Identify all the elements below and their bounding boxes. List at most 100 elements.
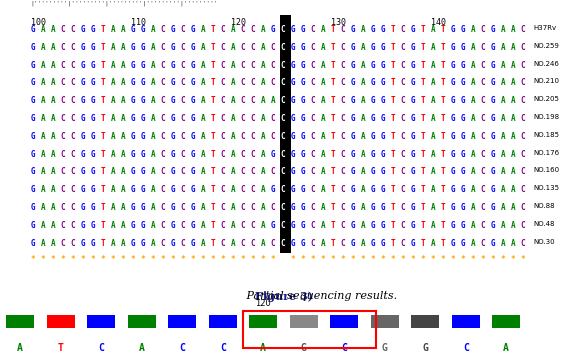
Text: T: T [391, 43, 395, 52]
Text: A: A [321, 25, 325, 34]
Text: A: A [361, 96, 365, 105]
Text: G: G [171, 96, 175, 105]
Text: C: C [251, 114, 255, 123]
Text: A: A [361, 61, 365, 69]
Text: G: G [411, 239, 416, 247]
Text: A: A [261, 96, 265, 105]
Text: C: C [401, 78, 405, 87]
Text: G: G [270, 185, 276, 194]
Text: C: C [341, 61, 345, 69]
Text: T: T [101, 203, 105, 212]
Text: G: G [491, 185, 496, 194]
Text: A: A [501, 150, 505, 159]
Text: *: * [111, 255, 115, 264]
Text: A: A [511, 43, 515, 52]
Text: T: T [101, 25, 105, 34]
Text: G: G [130, 25, 136, 34]
Text: A: A [511, 25, 515, 34]
Text: C: C [270, 203, 276, 212]
Text: A: A [321, 78, 325, 87]
Text: G: G [130, 221, 136, 230]
Text: NO.48: NO.48 [534, 221, 555, 227]
Text: G: G [301, 203, 306, 212]
Text: G: G [171, 203, 175, 212]
Text: *: * [241, 255, 246, 264]
Text: A: A [121, 61, 125, 69]
Text: C: C [481, 114, 485, 123]
Text: A: A [41, 150, 45, 159]
Text: C: C [160, 43, 166, 52]
Text: A: A [41, 221, 45, 230]
Text: A: A [41, 61, 45, 69]
Text: G: G [291, 150, 295, 159]
Text: G: G [411, 185, 416, 194]
Text: *: * [431, 255, 435, 264]
Text: T: T [211, 185, 215, 194]
Text: C: C [341, 343, 347, 351]
Text: G: G [351, 25, 356, 34]
Text: G: G [461, 203, 466, 212]
Text: G: G [81, 114, 85, 123]
Text: G: G [301, 78, 306, 87]
Text: C: C [181, 114, 185, 123]
Text: A: A [471, 114, 475, 123]
Text: G: G [461, 132, 466, 141]
Text: A: A [431, 78, 435, 87]
Text: G: G [491, 132, 496, 141]
Text: A: A [41, 203, 45, 212]
Text: G: G [171, 185, 175, 194]
Text: G: G [491, 239, 496, 247]
Text: A: A [471, 132, 475, 141]
Text: C: C [481, 185, 485, 194]
Text: G: G [491, 150, 496, 159]
Text: A: A [151, 43, 155, 52]
Text: C: C [181, 132, 185, 141]
Text: A: A [151, 203, 155, 212]
Text: G: G [381, 132, 386, 141]
Text: T: T [421, 132, 425, 141]
Text: A: A [321, 150, 325, 159]
Text: G: G [171, 61, 175, 69]
Text: G: G [191, 96, 195, 105]
Text: C: C [401, 96, 405, 105]
Text: C: C [251, 185, 255, 194]
Text: A: A [111, 96, 115, 105]
Text: A: A [121, 150, 125, 159]
Text: A: A [261, 61, 265, 69]
Text: C: C [281, 132, 285, 141]
Text: C: C [71, 132, 75, 141]
Text: G: G [301, 167, 306, 176]
Text: A: A [431, 185, 435, 194]
Text: A: A [361, 185, 365, 194]
Text: A: A [261, 78, 265, 87]
Text: G: G [371, 25, 375, 34]
Text: A: A [151, 61, 155, 69]
Text: C: C [221, 114, 225, 123]
Text: G: G [451, 239, 455, 247]
Text: *: * [521, 255, 526, 264]
Text: T: T [211, 167, 215, 176]
Text: A: A [511, 221, 515, 230]
Text: C: C [311, 25, 315, 34]
Text: C: C [221, 78, 225, 87]
Text: A: A [361, 221, 365, 230]
Text: C: C [341, 96, 345, 105]
Text: G: G [461, 239, 466, 247]
Text: A: A [511, 61, 515, 69]
Text: T: T [101, 96, 105, 105]
Text: A: A [501, 43, 505, 52]
Text: G: G [371, 61, 375, 69]
Text: G: G [371, 221, 375, 230]
Text: A: A [151, 114, 155, 123]
Text: G: G [371, 114, 375, 123]
Text: C: C [181, 61, 185, 69]
Text: G: G [130, 239, 136, 247]
Text: A: A [261, 43, 265, 52]
Text: T: T [101, 167, 105, 176]
Text: A: A [361, 150, 365, 159]
Text: C: C [220, 343, 226, 351]
Text: G: G [191, 239, 195, 247]
Text: G: G [81, 150, 85, 159]
Text: C: C [160, 61, 166, 69]
Text: G: G [491, 78, 496, 87]
